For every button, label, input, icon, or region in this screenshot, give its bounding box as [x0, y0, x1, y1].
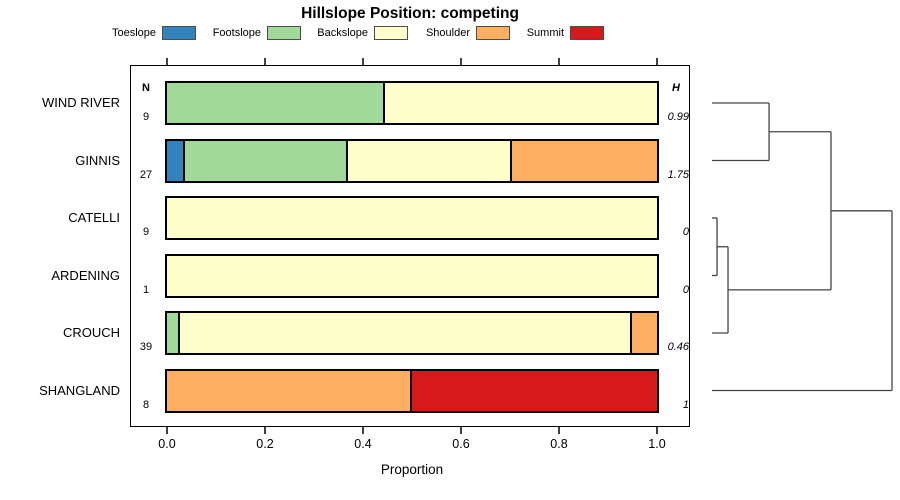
bar-segment-shoulder [167, 370, 412, 411]
n-value: 39 [139, 341, 153, 353]
legend-swatch-backslope: Backslope [317, 26, 408, 40]
bar-segment-backslope [167, 255, 657, 296]
stacked-bar [165, 196, 659, 240]
h-value: 1 [682, 398, 689, 411]
h-value: 0 [682, 226, 689, 238]
x-axis-tick-label: 0.0 [158, 437, 176, 451]
x-axis-title: Proportion [380, 462, 444, 477]
n-value: 8 [142, 398, 150, 411]
legend-swatch-toeslope: Toeslope [112, 26, 196, 40]
bar-segment-footslope [167, 313, 180, 353]
h-value: 0 [682, 283, 689, 296]
row-label: SHANGLAND [39, 382, 120, 398]
bar-segment-footslope [167, 83, 385, 123]
bar-segment-backslope [179, 313, 632, 353]
stacked-bar [165, 368, 659, 413]
n-column-header: N [142, 82, 150, 94]
stacked-bar [165, 311, 659, 355]
h-value: 0.99 [667, 111, 689, 123]
n-value: 9 [142, 226, 150, 238]
chart-title: Hillslope Position: competing [301, 5, 519, 22]
n-value: 1 [142, 283, 150, 296]
legend-label: Summit [526, 27, 564, 39]
legend-swatch-summit: Summit [527, 26, 604, 40]
row-label: ARDENING [51, 267, 120, 283]
stacked-bar [165, 81, 659, 125]
row-label: GINNIS [75, 152, 120, 168]
legend-label: Footslope [212, 27, 261, 39]
legend-label: Shoulder [425, 27, 470, 39]
row-label: CROUCH [62, 325, 120, 340]
x-axis-tick-label: 0.2 [256, 437, 274, 451]
x-axis-tick-label: 1.0 [648, 437, 666, 451]
stacked-bar [165, 253, 659, 298]
row-label: WIND RIVER [42, 95, 120, 110]
bar-segment-backslope [348, 140, 512, 181]
bar-segment-summit [412, 370, 657, 411]
plot-area [130, 65, 690, 427]
legend-label: Toeslope [111, 27, 156, 39]
row-label: CATELLI [68, 210, 120, 225]
legend-label: Backslope [317, 27, 368, 39]
stacked-bar [165, 138, 659, 183]
bar-segment-shoulder [511, 140, 657, 181]
legend-swatch-footslope: Footslope [213, 26, 301, 40]
h-value: 0.46 [667, 341, 689, 353]
bar-segment-shoulder [632, 313, 657, 353]
legend-swatch-shoulder: Shoulder [426, 26, 510, 40]
x-axis-tick-label: 0.8 [550, 437, 568, 451]
h-column-header: H [672, 82, 680, 94]
bar-segment-backslope [167, 198, 657, 238]
bar-segment-toeslope [167, 140, 186, 181]
h-value: 1.75 [667, 168, 689, 181]
n-value: 27 [139, 168, 153, 181]
n-value: 9 [142, 111, 150, 123]
x-axis-tick-label: 0.6 [452, 437, 470, 451]
bar-segment-footslope [185, 140, 349, 181]
bar-segment-backslope [384, 83, 657, 123]
x-axis-tick-label: 0.4 [354, 437, 372, 451]
